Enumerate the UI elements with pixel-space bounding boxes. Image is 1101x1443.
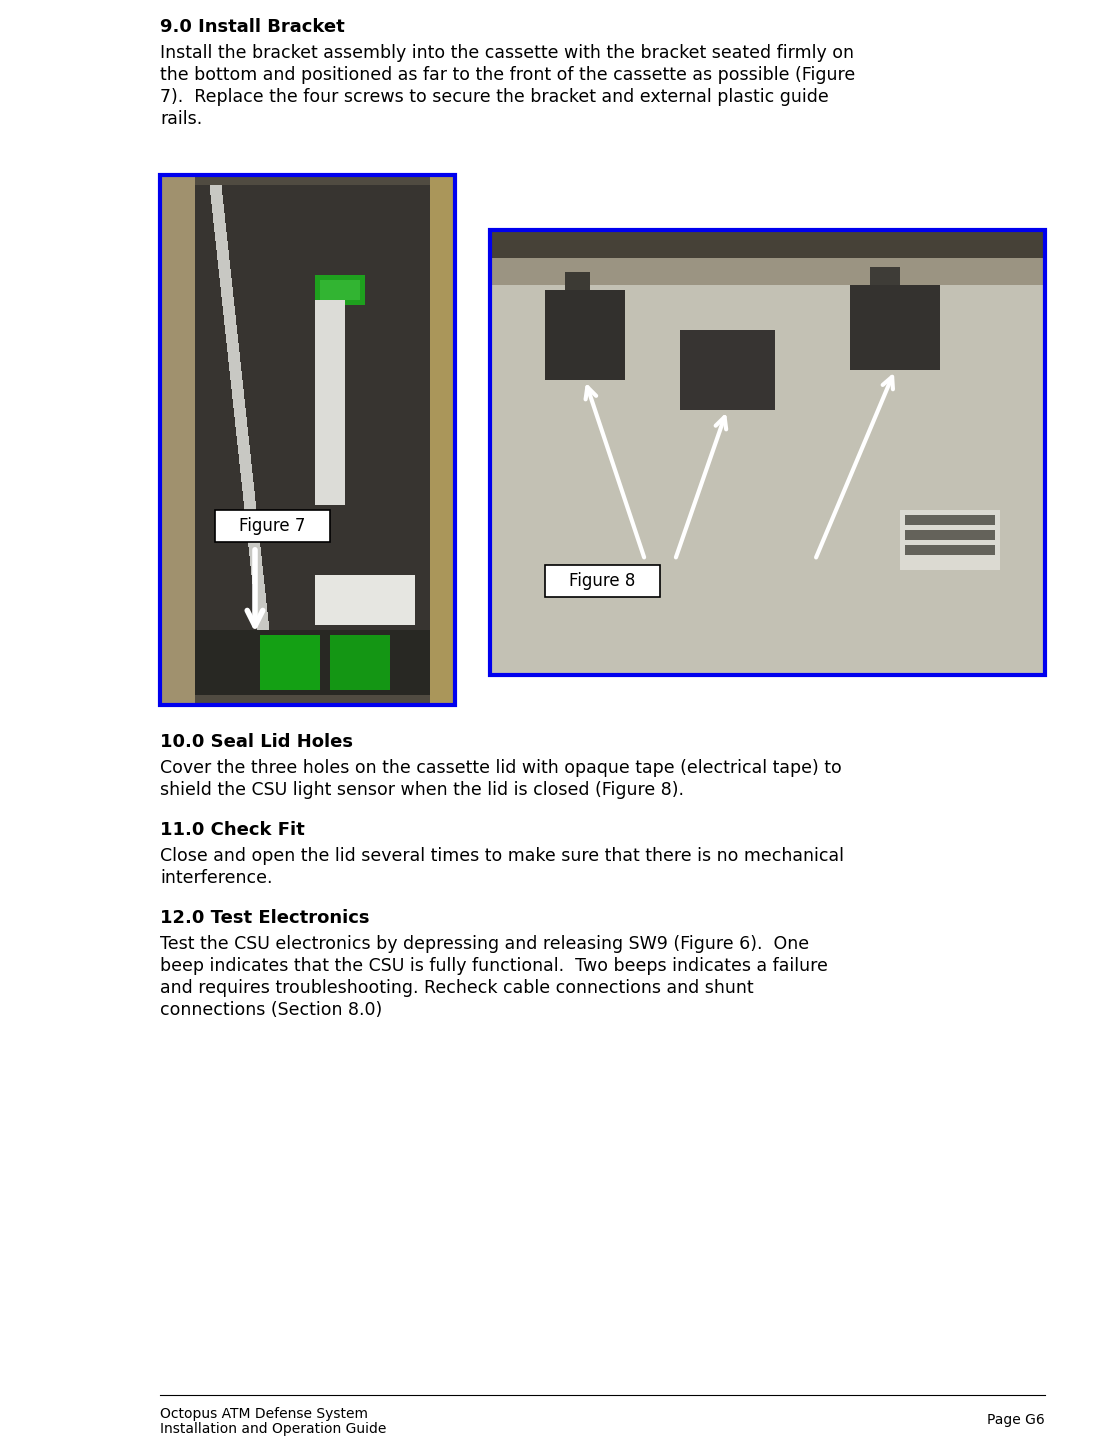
Bar: [160, 175, 455, 706]
Text: Test the CSU electronics by depressing and releasing SW9 (Figure 6).  One: Test the CSU electronics by depressing a…: [160, 935, 809, 952]
Bar: [490, 229, 1045, 675]
Text: 9.0 Install Bracket: 9.0 Install Bracket: [160, 17, 345, 36]
Text: Figure 8: Figure 8: [569, 571, 635, 590]
Text: interference.: interference.: [160, 869, 273, 887]
Text: Octopus ATM Defense System: Octopus ATM Defense System: [160, 1407, 368, 1421]
Text: shield the CSU light sensor when the lid is closed (Figure 8).: shield the CSU light sensor when the lid…: [160, 781, 684, 799]
Text: connections (Section 8.0): connections (Section 8.0): [160, 1001, 382, 1019]
Text: 7).  Replace the four screws to secure the bracket and external plastic guide: 7). Replace the four screws to secure th…: [160, 88, 829, 105]
Text: the bottom and positioned as far to the front of the cassette as possible (Figur: the bottom and positioned as far to the …: [160, 66, 855, 84]
Text: Installation and Operation Guide: Installation and Operation Guide: [160, 1421, 386, 1436]
Text: Cover the three holes on the cassette lid with opaque tape (electrical tape) to: Cover the three holes on the cassette li…: [160, 759, 842, 776]
Text: Page G6: Page G6: [988, 1413, 1045, 1427]
Text: Figure 7: Figure 7: [239, 517, 306, 535]
Text: 11.0 Check Fit: 11.0 Check Fit: [160, 821, 305, 838]
Bar: [545, 566, 659, 597]
Text: rails.: rails.: [160, 110, 203, 128]
Text: Install the bracket assembly into the cassette with the bracket seated firmly on: Install the bracket assembly into the ca…: [160, 43, 854, 62]
Text: and requires troubleshooting. Recheck cable connections and shunt: and requires troubleshooting. Recheck ca…: [160, 978, 753, 997]
Text: beep indicates that the CSU is fully functional.  Two beeps indicates a failure: beep indicates that the CSU is fully fun…: [160, 957, 828, 975]
Text: Close and open the lid several times to make sure that there is no mechanical: Close and open the lid several times to …: [160, 847, 844, 864]
Text: 12.0 Test Electronics: 12.0 Test Electronics: [160, 909, 370, 926]
Text: 10.0 Seal Lid Holes: 10.0 Seal Lid Holes: [160, 733, 353, 750]
Bar: [215, 509, 330, 543]
